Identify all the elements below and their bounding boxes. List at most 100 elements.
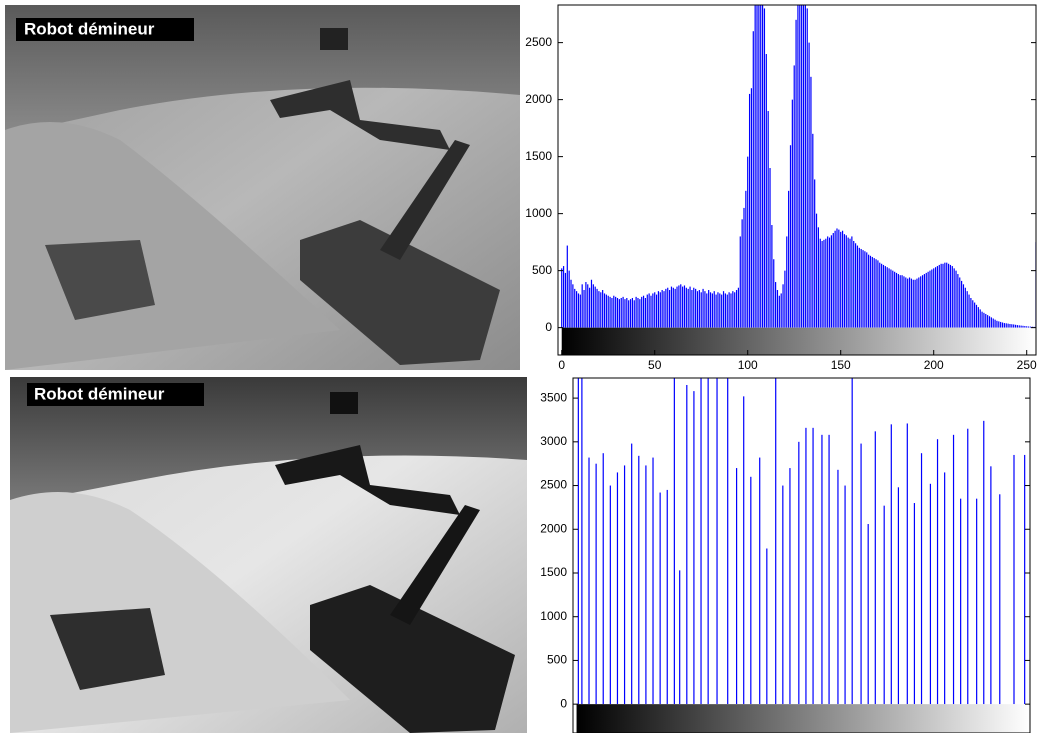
- bar: [777, 290, 778, 328]
- bar: [700, 372, 701, 704]
- bar: [885, 266, 886, 328]
- bar: [742, 219, 743, 327]
- x-tick-label: 0: [558, 358, 565, 372]
- bar: [931, 269, 932, 327]
- bar: [900, 275, 901, 327]
- bar: [983, 313, 984, 328]
- bar: [879, 263, 880, 328]
- bar: [727, 372, 728, 704]
- bar: [852, 372, 853, 704]
- bar: [970, 298, 971, 328]
- chart: 05001000150020002500050100150200250: [520, 0, 1041, 372]
- bar: [730, 293, 731, 327]
- y-tick-label: 2500: [525, 35, 552, 49]
- bar: [675, 289, 676, 328]
- colorbar: [577, 704, 1030, 733]
- bar: [950, 265, 951, 328]
- bar: [771, 225, 772, 328]
- bar: [868, 255, 869, 328]
- bar: [833, 233, 834, 328]
- bar: [905, 277, 906, 327]
- bar: [769, 168, 770, 328]
- bar: [645, 298, 646, 328]
- bar: [1022, 326, 1023, 328]
- bar: [877, 260, 878, 327]
- bar: [916, 279, 917, 328]
- bar: [617, 472, 618, 704]
- bar: [937, 266, 938, 328]
- bar: [743, 208, 744, 328]
- bar: [654, 292, 655, 327]
- bar: [669, 290, 670, 328]
- bar: [814, 179, 815, 327]
- bar: [821, 435, 822, 704]
- bar: [849, 239, 850, 328]
- bar: [591, 280, 592, 328]
- bar: [762, 0, 763, 328]
- bar: [794, 65, 795, 327]
- bar: [860, 444, 861, 705]
- bar: [998, 321, 999, 327]
- bar: [773, 259, 774, 327]
- bar: [922, 275, 923, 327]
- bar: [610, 486, 611, 705]
- bar: [1000, 322, 1001, 328]
- photo-caption: Robot démineur: [34, 384, 165, 403]
- bar: [798, 442, 799, 704]
- bar: [580, 295, 581, 328]
- bar: [822, 241, 823, 328]
- bar: [851, 236, 852, 327]
- bar: [624, 465, 625, 704]
- bar: [827, 236, 828, 327]
- bar: [583, 290, 584, 328]
- bar: [674, 372, 675, 704]
- bar: [825, 239, 826, 328]
- y-tick-label: 1000: [525, 206, 552, 220]
- bar: [749, 94, 750, 328]
- bar: [896, 273, 897, 328]
- bar: [596, 464, 597, 704]
- bar: [883, 265, 884, 328]
- bar: [808, 43, 809, 328]
- bar: [766, 549, 767, 705]
- bar: [985, 314, 986, 328]
- bar: [874, 258, 875, 328]
- bar: [708, 290, 709, 328]
- bar: [716, 372, 717, 704]
- bar: [983, 421, 984, 704]
- bar: [803, 0, 804, 328]
- colorbar: [562, 328, 1036, 355]
- bar: [1030, 327, 1031, 328]
- chart: 0500100015002000250030003500: [527, 372, 1041, 733]
- bar: [602, 290, 603, 328]
- bar: [933, 268, 934, 327]
- bar: [903, 276, 904, 327]
- bar: [665, 289, 666, 328]
- y-tick-label: 3500: [540, 390, 567, 404]
- bar: [589, 288, 590, 328]
- bar: [604, 293, 605, 327]
- bar: [948, 264, 949, 328]
- bar: [660, 292, 661, 327]
- bar: [747, 157, 748, 328]
- bar: [704, 291, 705, 327]
- bar: [751, 88, 752, 327]
- bar: [634, 300, 635, 327]
- bar: [759, 458, 760, 705]
- bar: [569, 271, 570, 328]
- bar: [881, 264, 882, 328]
- bar: [609, 297, 610, 328]
- bar: [907, 423, 908, 704]
- bar: [861, 249, 862, 328]
- bar: [942, 264, 943, 328]
- bar: [859, 248, 860, 328]
- bar: [600, 292, 601, 327]
- bar: [807, 8, 808, 327]
- bar: [581, 372, 582, 704]
- bar: [740, 236, 741, 327]
- bar: [968, 295, 969, 328]
- bar: [963, 284, 964, 327]
- bar: [898, 274, 899, 328]
- plot-area: [558, 5, 1036, 355]
- bar: [989, 316, 990, 327]
